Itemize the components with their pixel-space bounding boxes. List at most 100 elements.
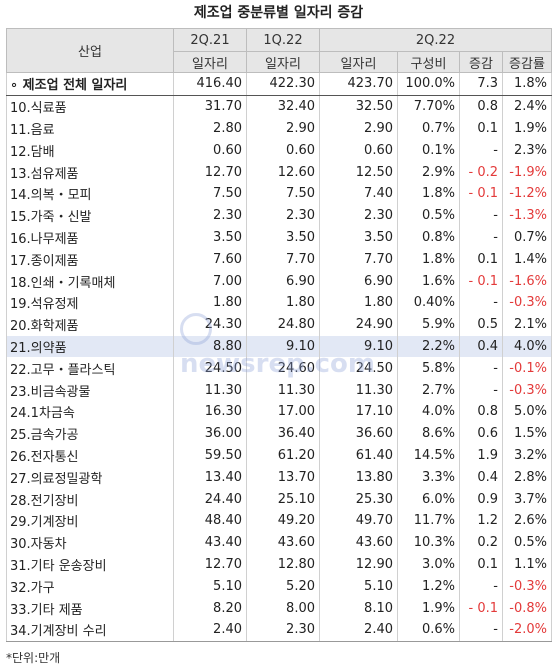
cell-change: -	[459, 204, 503, 227]
cell-change: 7.3	[459, 72, 503, 96]
cell-rate: 1.4%	[502, 248, 552, 271]
cell-share: 0.6%	[397, 618, 460, 642]
cell-jobs-2q22: 2.40	[319, 618, 398, 642]
cell-share: 1.8%	[397, 248, 460, 271]
cell-change: 0.1	[459, 117, 503, 140]
cell-jobs-1q22: 24.60	[246, 357, 320, 380]
cell-rate: 1.9%	[502, 117, 552, 140]
table-row: 28.전기장비 24.40 25.10 25.30 6.0% 0.9 3.7%	[6, 488, 552, 510]
cell-jobs-2q22: 12.50	[319, 161, 398, 183]
cell-jobs-2q22: 5.10	[319, 575, 398, 598]
cell-jobs-2q22: 3.50	[319, 226, 398, 249]
cell-jobs-2q22: 1.80	[319, 291, 398, 314]
header-jobs-2q21: 일자리	[173, 51, 247, 73]
cell-industry: 26.전자통신	[6, 444, 174, 467]
cell-change: - 0.2	[459, 161, 503, 183]
cell-jobs-2q22: 6.90	[319, 270, 398, 292]
cell-jobs-2q22: 7.70	[319, 248, 398, 271]
cell-jobs-1q22: 12.60	[246, 161, 320, 183]
cell-jobs-2q21: 8.80	[173, 335, 247, 358]
cell-jobs-1q22: 6.90	[246, 270, 320, 292]
cell-rate: 2.1%	[502, 313, 552, 336]
data-table-container: 산업 2Q.21 1Q.22 2Q.22 일자리 일자리 일자리 구성비 증감 …	[6, 28, 552, 642]
cell-jobs-1q22: 422.30	[246, 72, 320, 96]
cell-jobs-2q21: 31.70	[173, 95, 247, 118]
cell-rate: -0.3%	[502, 379, 552, 401]
cell-jobs-1q22: 24.80	[246, 313, 320, 336]
cell-jobs-1q22: 17.00	[246, 400, 320, 423]
cell-rate: 1.1%	[502, 553, 552, 576]
cell-change: -	[459, 226, 503, 249]
table-row: 19.석유정제 1.80 1.80 1.80 0.40% - -0.3%	[6, 291, 552, 314]
cell-change: 0.5	[459, 313, 503, 336]
cell-change: -	[459, 357, 503, 380]
cell-rate: -1.3%	[502, 204, 552, 227]
cell-share: 5.8%	[397, 357, 460, 380]
cell-jobs-1q22: 25.10	[246, 488, 320, 510]
cell-rate: 0.5%	[502, 531, 552, 554]
cell-industry: 10.식료품	[6, 95, 174, 118]
table-row: 26.전자통신 59.50 61.20 61.40 14.5% 1.9 3.2%	[6, 444, 552, 467]
cell-rate: -1.2%	[502, 182, 552, 205]
cell-share: 2.2%	[397, 335, 460, 358]
cell-jobs-2q22: 13.80	[319, 466, 398, 489]
cell-jobs-2q22: 9.10	[319, 335, 398, 358]
table-row: 21.의약품 8.80 9.10 9.10 2.2% 0.4 4.0%	[6, 335, 552, 358]
cell-rate: -0.8%	[502, 597, 552, 619]
cell-share: 1.9%	[397, 597, 460, 619]
cell-share: 1.6%	[397, 270, 460, 292]
cell-share: 100.0%	[397, 72, 460, 96]
cell-jobs-2q22: 2.30	[319, 204, 398, 227]
cell-share: 8.6%	[397, 422, 460, 445]
cell-industry: 21.의약품	[6, 335, 174, 358]
cell-change: -	[459, 291, 503, 314]
cell-jobs-2q22: 11.30	[319, 379, 398, 401]
cell-jobs-2q22: 24.50	[319, 357, 398, 380]
cell-jobs-2q21: 24.30	[173, 313, 247, 336]
cell-jobs-1q22: 12.80	[246, 553, 320, 576]
table-body: ∘ 제조업 전체 일자리 416.40 422.30 423.70 100.0% 7.3 1…	[6, 72, 552, 642]
cell-jobs-1q22: 13.70	[246, 466, 320, 489]
cell-jobs-2q21: 7.60	[173, 248, 247, 271]
cell-industry: 11.음료	[6, 117, 174, 140]
table-row: 15.가죽・신발 2.30 2.30 2.30 0.5% - -1.3%	[6, 204, 552, 227]
cell-jobs-1q22: 2.90	[246, 117, 320, 140]
cell-jobs-1q22: 7.50	[246, 182, 320, 205]
cell-industry: 29.기계장비	[6, 509, 174, 532]
cell-jobs-2q21: 2.40	[173, 618, 247, 642]
cell-rate: 4.0%	[502, 335, 552, 358]
cell-rate: 5.0%	[502, 400, 552, 423]
cell-change: -	[459, 575, 503, 598]
cell-jobs-1q22: 61.20	[246, 444, 320, 467]
cell-jobs-2q21: 48.40	[173, 509, 247, 532]
cell-change: 0.4	[459, 466, 503, 489]
cell-change: 0.8	[459, 95, 503, 118]
cell-rate: 2.6%	[502, 509, 552, 532]
cell-change: -	[459, 139, 503, 162]
cell-jobs-1q22: 49.20	[246, 509, 320, 532]
cell-industry: 15.가죽・신발	[6, 204, 174, 227]
cell-industry: 27.의료정밀광학	[6, 466, 174, 489]
table-row: 11.음료 2.80 2.90 2.90 0.7% 0.1 1.9%	[6, 117, 552, 140]
cell-jobs-1q22: 1.80	[246, 291, 320, 314]
cell-jobs-1q22: 7.70	[246, 248, 320, 271]
cell-jobs-1q22: 3.50	[246, 226, 320, 249]
cell-share: 2.9%	[397, 161, 460, 183]
cell-share: 0.8%	[397, 226, 460, 249]
cell-change: - 0.1	[459, 270, 503, 292]
cell-jobs-2q22: 0.60	[319, 139, 398, 162]
cell-jobs-2q21: 7.00	[173, 270, 247, 292]
cell-share: 0.40%	[397, 291, 460, 314]
table-row: 18.인쇄・기록매체 7.00 6.90 6.90 1.6% - 0.1 -1.6%	[6, 270, 552, 292]
cell-rate: 3.2%	[502, 444, 552, 467]
cell-jobs-2q22: 43.60	[319, 531, 398, 554]
cell-change: 1.9	[459, 444, 503, 467]
table-row: 17.종이제품 7.60 7.70 7.70 1.8% 0.1 1.4%	[6, 248, 552, 271]
table-row: 25.금속가공 36.00 36.40 36.60 8.6% 0.6 1.5%	[6, 422, 552, 445]
cell-share: 11.7%	[397, 509, 460, 532]
cell-industry: 24.1차금속	[6, 400, 174, 423]
cell-industry: 12.담배	[6, 139, 174, 162]
table-row: 32.가구 5.10 5.20 5.10 1.2% - -0.3%	[6, 575, 552, 598]
cell-jobs-2q21: 2.80	[173, 117, 247, 140]
cell-jobs-2q21: 11.30	[173, 379, 247, 401]
